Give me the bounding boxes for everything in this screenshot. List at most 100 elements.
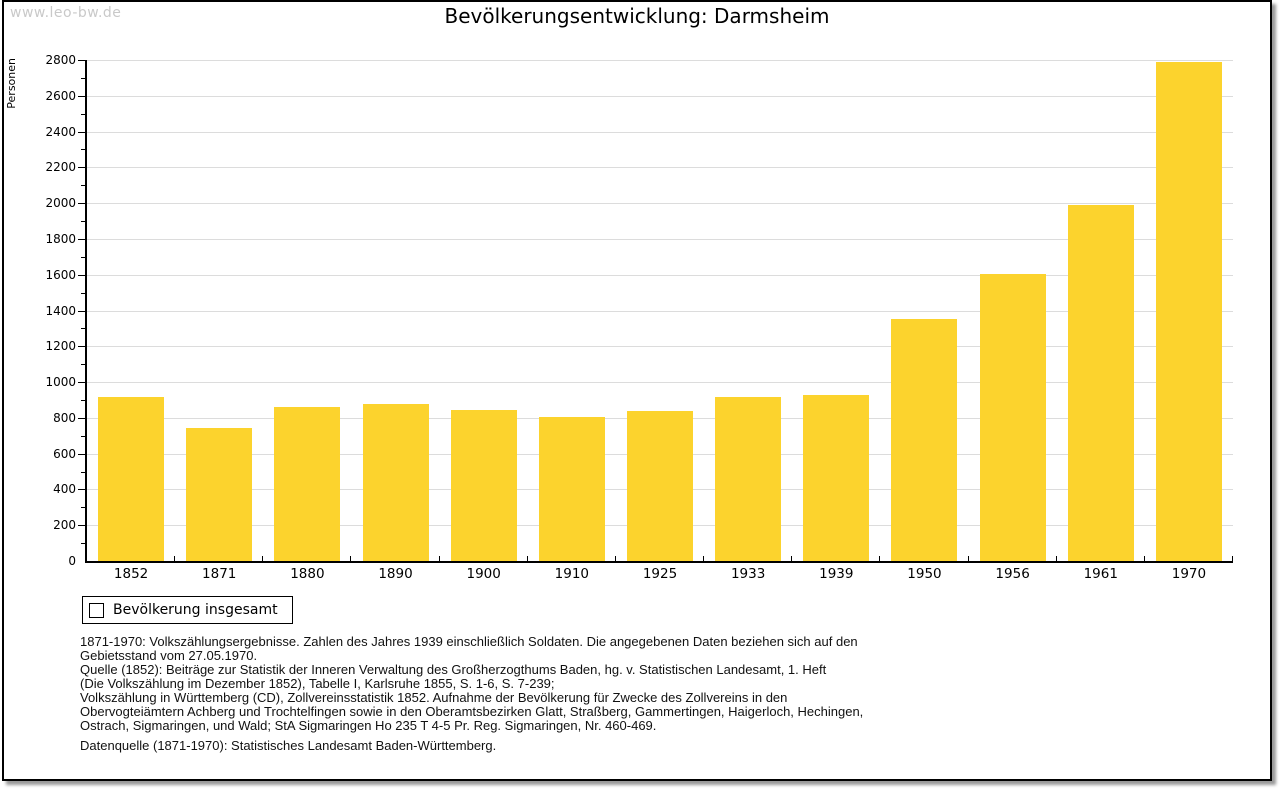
y-major-tick-800 — [78, 417, 85, 419]
bar-1925 — [627, 411, 693, 561]
x-tick-label-1910: 1910 — [554, 566, 590, 582]
y-tick-label-2600: 2600 — [45, 88, 76, 103]
y-tick-label-1600: 1600 — [45, 267, 76, 282]
gridline-2200 — [87, 167, 1233, 169]
y-major-tick-200 — [78, 525, 85, 527]
legend-swatch-icon — [89, 602, 104, 618]
bar-1900 — [450, 410, 517, 561]
bar-1961 — [1067, 204, 1134, 561]
y-minor-tick-1100 — [81, 364, 85, 366]
y-major-tick-2800 — [78, 60, 85, 61]
plot-area — [78, 60, 1233, 563]
y-tick-label-2800: 2800 — [45, 53, 76, 67]
bar-1933 — [715, 396, 782, 561]
gridline-2800 — [87, 60, 1233, 61]
bar-1970 — [1155, 61, 1222, 561]
gridline-1000 — [87, 382, 1233, 384]
y-minor-tick-700 — [81, 435, 85, 437]
bar-1852 — [98, 397, 165, 561]
y-tick-label-0: 0 — [68, 554, 76, 568]
bar-1890 — [362, 403, 429, 561]
y-tick-label-1800: 1800 — [45, 231, 76, 246]
y-minor-tick-500 — [81, 471, 85, 473]
bar-1871 — [186, 427, 253, 561]
gridline-1400 — [87, 310, 1233, 312]
y-major-tick-1600 — [78, 274, 85, 276]
gridline-2600 — [87, 95, 1233, 97]
y-minor-tick-1300 — [81, 328, 85, 330]
gridline-1200 — [87, 346, 1233, 348]
chart-page: www.leo-bw.de Bevölkerungsentwicklung: D… — [2, 0, 1272, 781]
y-tick-label-1200: 1200 — [45, 339, 76, 354]
x-boundary-tick-11 — [1055, 556, 1057, 561]
x-axis-tick-labels: 1852 1871 1880 1890 1900 1910 1925 1933 1939 1950… — [87, 566, 1233, 584]
x-boundary-tick-12 — [1143, 556, 1145, 561]
x-tick-label-1925: 1925 — [642, 566, 678, 582]
y-axis-tick-labels: 0 200 400 600 800 1000 1200 1400 1600 1800 2000 220… — [4, 53, 76, 568]
y-tick-label-2000: 2000 — [45, 196, 76, 211]
y-major-tick-1400 — [78, 310, 85, 312]
y-minor-tick-900 — [81, 399, 85, 401]
bar-1910 — [538, 416, 605, 561]
y-minor-tick-2100 — [81, 185, 85, 187]
legend: Bevölkerung insgesamt — [82, 596, 293, 624]
x-boundary-tick-4 — [438, 556, 440, 561]
x-boundary-tick-10 — [967, 556, 969, 561]
x-tick-label-1961: 1961 — [1083, 566, 1118, 582]
x-boundary-tick-1 — [174, 556, 176, 561]
data-source-line: Datenquelle (1871-1970): Statistisches L… — [80, 738, 497, 753]
gridline-1600 — [87, 274, 1233, 276]
y-minor-tick-1700 — [81, 256, 85, 258]
y-tick-label-400: 400 — [53, 482, 76, 497]
bar-1950 — [891, 318, 958, 561]
x-boundary-tick-5 — [526, 556, 528, 561]
y-tick-label-2400: 2400 — [45, 124, 76, 139]
x-boundary-tick-9 — [879, 556, 881, 561]
y-major-tick-600 — [78, 453, 85, 455]
x-tick-label-1970: 1970 — [1171, 566, 1207, 582]
y-minor-tick-2700 — [81, 77, 85, 79]
x-boundary-tick-2 — [262, 556, 264, 561]
x-boundary-tick-8 — [791, 556, 793, 561]
x-tick-label-1950: 1950 — [907, 566, 942, 582]
x-tick-label-1933: 1933 — [730, 566, 766, 582]
y-minor-tick-100 — [81, 543, 85, 545]
chart-title: Bevölkerungsentwicklung: Darmsheim — [444, 4, 830, 28]
x-tick-label-1880: 1880 — [290, 566, 325, 582]
watermark: www.leo-bw.de — [10, 5, 122, 21]
y-tick-label-1000: 1000 — [45, 375, 76, 390]
x-tick-label-1890: 1890 — [378, 566, 413, 582]
y-tick-label-600: 600 — [53, 446, 76, 461]
y-major-tick-2400 — [78, 131, 85, 133]
y-major-tick-2200 — [78, 167, 85, 169]
legend-label: Bevölkerung insgesamt — [113, 602, 278, 618]
x-tick-label-1900: 1900 — [466, 566, 501, 582]
gridline-2400 — [87, 131, 1233, 133]
bar-1939 — [803, 394, 870, 561]
gridline-2000 — [87, 203, 1233, 205]
x-boundary-tick-7 — [703, 556, 705, 561]
y-major-tick-1800 — [78, 238, 85, 240]
x-tick-label-1871: 1871 — [202, 566, 237, 582]
x-boundary-tick-3 — [350, 556, 352, 561]
y-major-tick-400 — [78, 489, 85, 491]
gridline-1800 — [87, 238, 1233, 240]
y-tick-label-200: 200 — [53, 518, 76, 533]
x-boundary-tick-13 — [1232, 556, 1233, 561]
y-major-tick-1000 — [78, 382, 85, 384]
bar-1880 — [274, 406, 341, 561]
y-tick-label-1400: 1400 — [45, 303, 76, 318]
y-minor-tick-2300 — [81, 149, 85, 151]
y-major-tick-2000 — [78, 203, 85, 205]
y-major-tick-2600 — [78, 95, 85, 97]
y-minor-tick-2500 — [81, 113, 85, 115]
x-tick-label-1939: 1939 — [819, 566, 854, 582]
bar-1956 — [979, 273, 1046, 561]
source-paragraph: 1871-1970: Volkszählungsergebnisse. Zahl… — [80, 634, 864, 733]
x-tick-label-1956: 1956 — [995, 566, 1030, 582]
y-minor-tick-1900 — [81, 221, 85, 223]
y-minor-tick-300 — [81, 507, 85, 509]
y-tick-label-800: 800 — [53, 410, 76, 425]
y-major-tick-1200 — [78, 346, 85, 348]
y-tick-label-2200: 2200 — [45, 160, 76, 175]
